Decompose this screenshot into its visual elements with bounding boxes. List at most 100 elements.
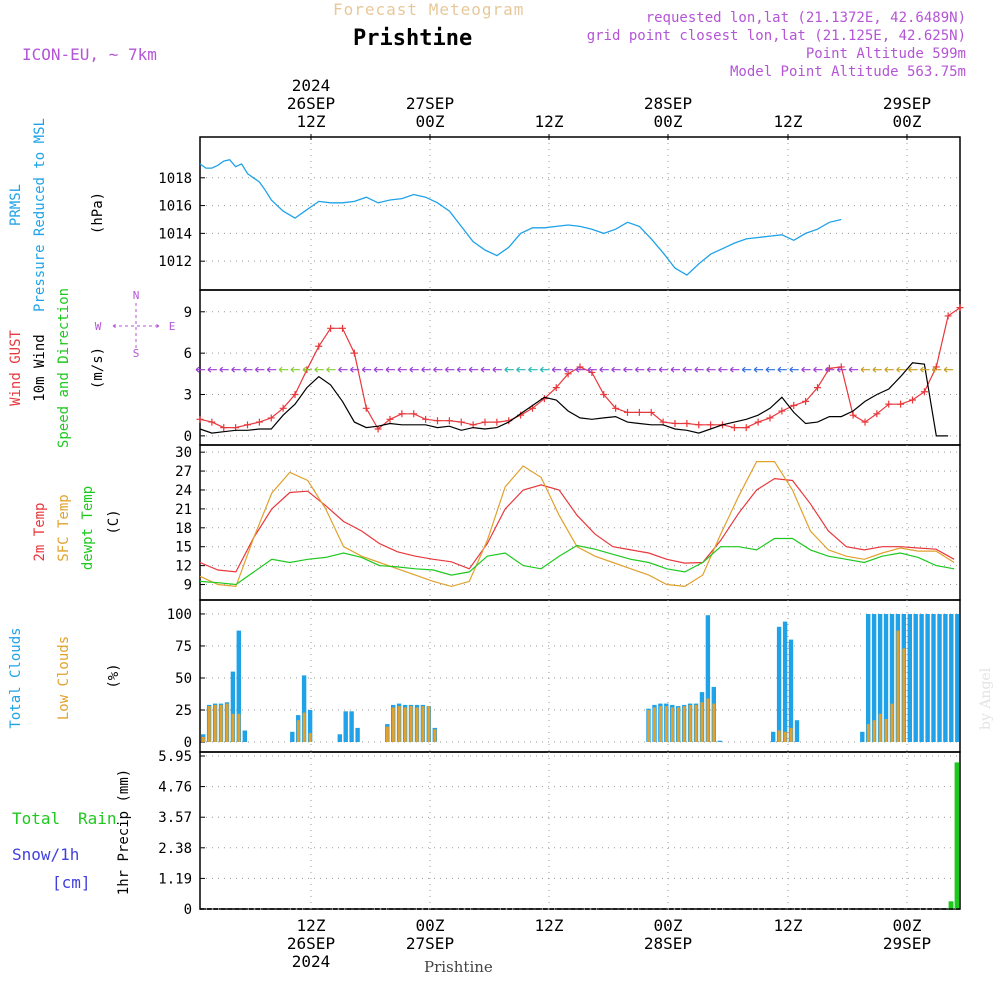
y-tick-label-clouds: 100	[167, 607, 192, 623]
temp-line-0	[199, 477, 955, 573]
cloud-total-bar	[705, 615, 711, 742]
time-label-top: 00Z	[416, 112, 445, 131]
cloud-low-bar	[783, 731, 787, 742]
time-label-top: 2024	[292, 76, 331, 95]
gust-marker	[267, 414, 275, 422]
wind-direction-arrow	[421, 366, 431, 373]
wind-direction-arrow	[456, 366, 467, 373]
gust-marker	[434, 417, 441, 425]
wind-direction-arrow	[373, 366, 384, 373]
panel-frame-temperature	[199, 444, 961, 601]
gust-marker	[327, 324, 335, 332]
temp-axis-label-2: SFC Temp	[56, 494, 72, 561]
compass-s: S	[133, 347, 140, 360]
wind-direction-arrow	[706, 366, 716, 373]
gust-marker	[778, 407, 786, 415]
y-tick-label-pressure: 1018	[158, 171, 192, 187]
cloud-low-bar	[682, 706, 686, 742]
gust-marker	[315, 342, 323, 350]
cloud-low-bar	[302, 712, 306, 742]
gust-marker	[730, 424, 738, 432]
precip-legend-snow: Snow/1h	[12, 845, 79, 864]
cloud-low-bar	[231, 713, 235, 742]
gust-marker	[647, 408, 655, 416]
wind-direction-arrow	[444, 366, 455, 373]
temp-unit-label: (C)	[106, 509, 122, 534]
y-tick-label-wind: 6	[184, 346, 192, 362]
precip-unit-label: 1hr Precip (mm)	[116, 769, 132, 895]
y-tick-label-wind: 3	[184, 388, 192, 404]
wind-direction-arrow	[231, 366, 241, 373]
gust-marker	[362, 404, 370, 412]
wind-direction-arrow	[646, 366, 657, 373]
wind-axis-label-2: 10m Wind	[32, 334, 48, 401]
cloud-total-bar	[889, 614, 895, 742]
wind-direction-arrow	[860, 366, 870, 373]
time-label-top: 12Z	[774, 112, 803, 131]
cloud-low-bar	[385, 726, 389, 742]
precip-legend-total: Total	[12, 809, 60, 828]
wind-direction-arrow	[433, 366, 443, 373]
cloud-total-bar	[343, 711, 348, 742]
cloud-total-bar	[242, 730, 247, 742]
gust-marker	[814, 384, 821, 392]
cloud-low-bar	[712, 703, 716, 742]
y-tick-label-wind: 9	[184, 305, 192, 321]
wind-direction-arrow	[789, 366, 799, 373]
model-label: ICON-EU, ~ 7km	[22, 45, 157, 64]
gust-marker	[493, 418, 501, 426]
y-tick-label-clouds: 50	[175, 671, 192, 687]
gust-marker	[481, 418, 489, 426]
wind-direction-arrow	[931, 366, 942, 373]
gust-marker	[600, 391, 608, 399]
wind-unit-label: (m/s)	[90, 347, 106, 389]
wind-direction-arrow	[765, 366, 775, 373]
precip-bar	[954, 762, 960, 909]
footer-location: Prishtine	[424, 958, 493, 976]
wind-direction-arrow	[718, 366, 728, 373]
wind-axis-label-3: Speed and Direction	[56, 288, 72, 448]
gust-marker	[350, 349, 358, 357]
time-label-top: 27SEP	[406, 94, 454, 113]
cloud-low-bar	[872, 720, 876, 742]
cloud-total-bar	[919, 614, 924, 742]
wind-direction-arrow	[587, 366, 597, 373]
pressure-axis-label-2: Pressure Reduced to MSL	[32, 118, 48, 312]
cloud-total-bar	[955, 614, 960, 742]
wind-direction-arrow	[492, 366, 502, 373]
compass-w: W	[95, 320, 102, 333]
cloud-total-bar	[307, 710, 313, 742]
cloud-total-bar	[931, 614, 936, 742]
cloud-total-bar	[877, 614, 883, 742]
gust-marker	[255, 418, 263, 426]
cloud-low-bar	[789, 727, 793, 742]
y-tick-label-precip: 5.95	[158, 749, 192, 765]
grid-point-coords: grid point closest lon,lat (21.125E, 42.…	[586, 28, 966, 44]
wind-direction-arrow	[623, 366, 633, 373]
gust-marker	[398, 410, 406, 418]
pressure-axis-label-1: PRMSL	[8, 184, 24, 226]
cloud-low-bar	[219, 704, 223, 742]
gust-marker	[873, 410, 881, 418]
time-label-bottom: 29SEP	[883, 934, 931, 953]
gust-marker	[564, 370, 572, 378]
wind-direction-arrow	[919, 366, 930, 373]
clouds-axis-label-2: Low Clouds	[56, 636, 72, 720]
wind-direction-arrow	[836, 366, 847, 373]
cloud-total-bar	[883, 614, 889, 742]
gust-marker	[244, 421, 251, 429]
gust-marker	[410, 410, 418, 418]
gust-marker	[635, 408, 643, 416]
cloud-low-bar	[777, 730, 781, 742]
y-tick-label-temperature: 12	[175, 559, 192, 575]
wind-direction-arrow	[872, 366, 882, 373]
cloud-low-bar	[670, 707, 674, 742]
panel-frame-pressure	[199, 136, 961, 291]
y-tick-label-temperature: 9	[184, 578, 192, 594]
cloud-total-bar	[937, 614, 942, 742]
y-tick-label-wind: 0	[184, 429, 192, 445]
gust-marker	[291, 391, 299, 399]
wind-direction-arrow	[682, 366, 692, 373]
panel-frame-precip	[199, 751, 961, 910]
